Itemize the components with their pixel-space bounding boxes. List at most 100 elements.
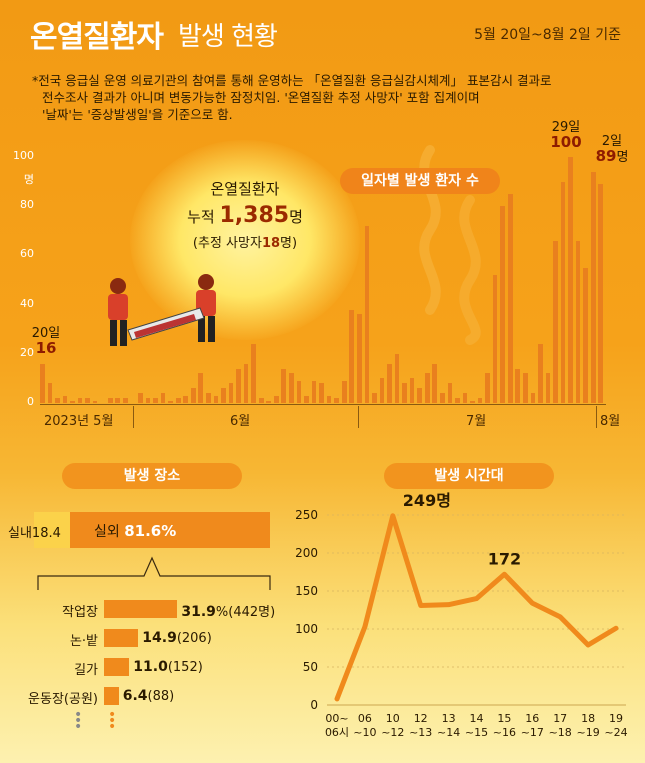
cumulative-unit: 명 xyxy=(289,208,303,226)
deaths-value: 18 xyxy=(261,236,281,251)
daily-bar xyxy=(55,398,60,403)
daily-bar xyxy=(190,388,196,403)
daily-bar xyxy=(545,373,551,403)
daily-bar xyxy=(228,383,234,403)
more-dots-orange: • • • xyxy=(108,707,117,735)
time-x-tick: 13 xyxy=(442,712,456,725)
x-axis-line xyxy=(40,404,606,405)
daily-bar xyxy=(356,314,362,403)
daily-bar xyxy=(243,363,249,403)
daily-bar xyxy=(447,383,453,403)
time-x-tick-2: ~13 xyxy=(409,726,432,739)
daily-bar xyxy=(364,225,370,403)
bracket-connector xyxy=(37,556,271,590)
place-bar xyxy=(104,629,139,647)
daily-bar xyxy=(289,373,294,403)
time-y-tick: 200 xyxy=(295,546,318,560)
last-value: 89 xyxy=(595,147,617,165)
daily-bar xyxy=(560,181,566,403)
place-category-label: 운동장(공원) xyxy=(28,692,98,707)
daily-bar xyxy=(168,400,173,403)
cumulative-line: 누적 1,385명 xyxy=(160,203,330,228)
time-title: 발생 시간대 xyxy=(384,463,554,489)
start-date: 20일 xyxy=(31,326,61,341)
daily-bar xyxy=(175,398,181,403)
daily-bar xyxy=(145,398,151,403)
deaths-suffix: 명) xyxy=(280,236,298,251)
daily-bar xyxy=(394,353,400,403)
time-x-tick: 14 xyxy=(470,712,484,725)
daily-bar xyxy=(530,393,536,403)
time-x-tick: 12 xyxy=(414,712,428,725)
time-x-tick-2: ~12 xyxy=(381,726,404,739)
footnote-line-1: *전국 응급실 운영 의료기관의 참여를 통해 운영하는 「온열질환 응급실감시… xyxy=(32,73,552,88)
daily-bar xyxy=(236,368,241,403)
time-y-tick: 250 xyxy=(295,508,318,522)
daily-bar xyxy=(273,395,279,403)
indoor-name: 실내 xyxy=(8,526,32,541)
daily-bar xyxy=(598,184,604,403)
time-data-label: 249명 xyxy=(403,491,451,510)
daily-chart-title: 일자별 발생 환자 수 xyxy=(340,168,500,194)
daily-bar xyxy=(507,193,513,403)
outdoor-segment xyxy=(70,512,270,548)
time-y-tick: 0 xyxy=(310,698,318,712)
daily-bar xyxy=(349,309,355,403)
time-x-tick: 19 xyxy=(609,712,623,725)
daily-bar xyxy=(153,398,158,403)
daily-bar xyxy=(296,380,302,403)
daily-bar xyxy=(568,157,573,403)
cumulative-glow xyxy=(130,140,360,340)
daily-y-tick: 80 xyxy=(20,198,34,212)
daily-bar xyxy=(138,393,143,403)
daily-bar xyxy=(477,398,483,403)
daily-y-tick: 20 xyxy=(20,345,34,359)
month-aug: 8월 xyxy=(600,414,621,429)
daily-bar xyxy=(515,368,521,403)
daily-bar xyxy=(538,343,543,403)
time-series-line xyxy=(334,513,619,702)
month-jun: 6월 xyxy=(230,414,251,429)
month-separator xyxy=(596,406,597,428)
time-x-tick: 17 xyxy=(553,712,567,725)
daily-bar xyxy=(341,380,347,403)
time-x-tick-2: ~18 xyxy=(549,726,572,739)
month-jul: 7월 xyxy=(466,414,487,429)
daily-bar xyxy=(417,388,422,403)
place-bar xyxy=(104,687,119,705)
outdoor-value: 81.6% xyxy=(124,522,177,540)
daily-bar xyxy=(70,400,75,403)
daily-bar xyxy=(258,398,264,403)
time-x-tick: 06 xyxy=(358,712,372,725)
start-value: 16 xyxy=(35,339,57,357)
daily-bar xyxy=(590,171,596,403)
daily-bar xyxy=(455,398,460,403)
place-value-label: 31.9%(442명) xyxy=(181,604,276,620)
place-category-label: 작업장 xyxy=(62,605,98,620)
date-range: 5월 20일~8월 2일 기준 xyxy=(474,27,621,43)
footnote-line-3: '날짜'는 '증상발생일'을 기준으로 함. xyxy=(42,107,233,122)
daily-bar xyxy=(115,398,121,403)
daily-bar xyxy=(379,378,385,403)
stretcher-rescue-icon xyxy=(108,274,216,346)
time-x-tick: 10 xyxy=(386,712,400,725)
daily-y-tick: 60 xyxy=(20,247,34,261)
start-annotation: 20일 16 xyxy=(28,326,64,356)
time-x-tick-2: ~19 xyxy=(576,726,599,739)
daily-bar xyxy=(77,398,83,403)
daily-y-tick: 0 xyxy=(27,395,34,408)
daily-bar xyxy=(107,398,113,403)
last-unit: 명 xyxy=(616,150,629,165)
deaths-prefix: (추정 사망자 xyxy=(192,236,262,251)
daily-bar xyxy=(40,363,45,403)
place-value-label: 11.0(152) xyxy=(133,659,203,675)
daily-bar xyxy=(206,393,211,403)
daily-bar xyxy=(522,373,528,403)
cumulative-value: 1,385 xyxy=(219,203,290,228)
daily-bar xyxy=(462,393,468,403)
daily-bar xyxy=(409,378,415,403)
month-may: 2023년 5월 xyxy=(44,414,114,429)
peak-date: 29일 xyxy=(551,120,581,135)
daily-bar xyxy=(304,395,309,403)
daily-bar xyxy=(281,368,287,403)
